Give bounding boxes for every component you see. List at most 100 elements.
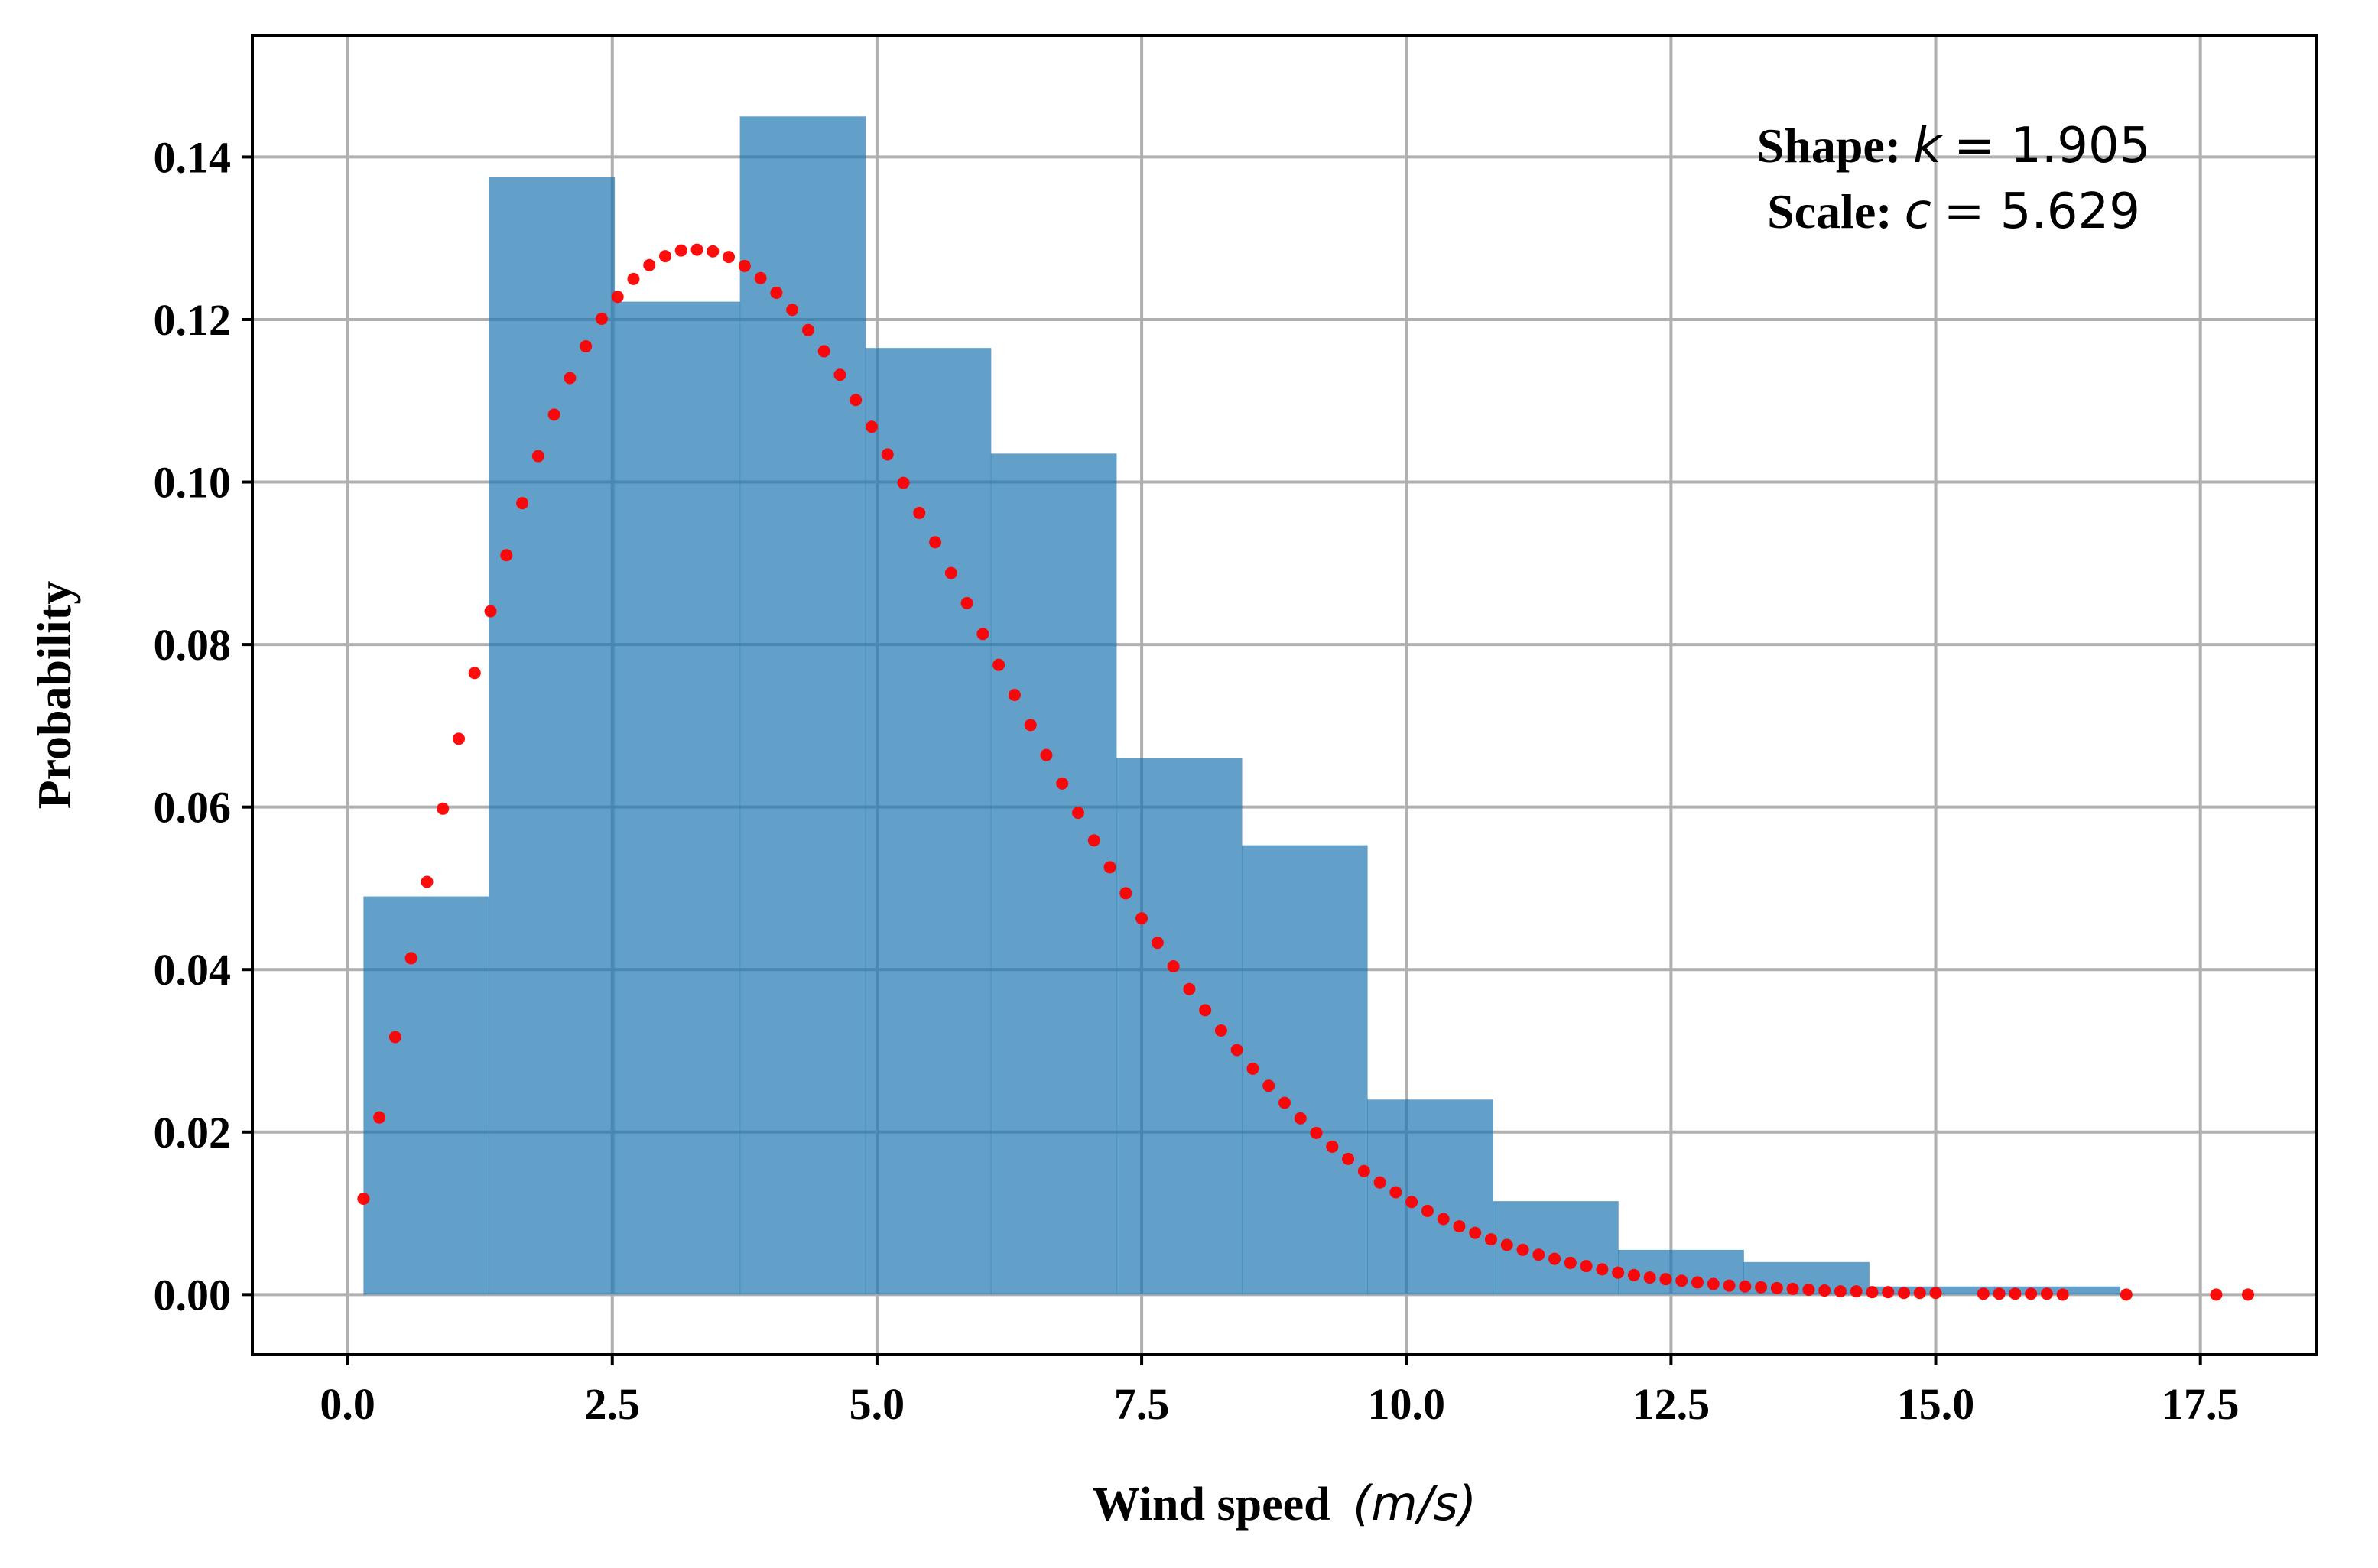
fit-point — [643, 258, 656, 271]
y-tick-label: 0.10 — [154, 458, 232, 508]
fit-point — [564, 372, 577, 385]
fit-point — [1342, 1152, 1355, 1165]
fit-point — [1278, 1096, 1291, 1109]
fit-point — [786, 304, 799, 317]
fit-point — [1326, 1140, 1339, 1153]
fit-point — [404, 952, 417, 965]
fit-point — [1612, 1266, 1625, 1279]
fit-point — [1151, 937, 1164, 950]
fit-point — [2242, 1288, 2254, 1301]
x-tick-label: 10.0 — [1367, 1379, 1445, 1429]
fit-point — [1230, 1044, 1243, 1057]
fit-point — [1119, 887, 1132, 900]
fit-point — [421, 875, 434, 888]
fit-point — [833, 368, 846, 381]
fit-point — [1977, 1287, 1990, 1300]
fit-point — [1627, 1268, 1640, 1281]
fit-point — [1246, 1062, 1259, 1075]
fit-point — [1500, 1238, 1513, 1251]
fit-point — [500, 549, 513, 562]
histogram-bars — [363, 116, 2121, 1295]
fit-point — [1199, 1004, 1212, 1017]
fit-point — [754, 271, 767, 284]
fit-point — [817, 345, 830, 358]
y-tick-label: 0.02 — [154, 1108, 232, 1157]
x-tick-label: 12.5 — [1632, 1379, 1710, 1429]
x-tick-label: 17.5 — [2162, 1379, 2240, 1429]
fit-point — [1866, 1286, 1879, 1299]
fit-point — [1596, 1263, 1609, 1276]
fit-point — [707, 245, 720, 258]
fit-point — [674, 244, 687, 257]
histogram-bar — [1994, 1286, 2121, 1295]
fit-point — [1834, 1285, 1847, 1298]
scale-value: = 5.629 — [1944, 183, 2140, 240]
x-tick-label: 2.5 — [585, 1379, 641, 1429]
fit-point — [1739, 1280, 1752, 1293]
fit-point — [1659, 1273, 1672, 1286]
fit-point — [1993, 1287, 2006, 1300]
x-tick-label: 5.0 — [850, 1379, 905, 1429]
fit-point — [929, 536, 942, 549]
fit-parameters-annotation: Shape: k = 1.905 Scale: c = 5.629 — [1757, 118, 2151, 240]
fit-point — [992, 658, 1005, 671]
fit-point — [976, 628, 989, 641]
fit-point — [1453, 1220, 1466, 1233]
fit-point — [611, 291, 624, 304]
fit-point — [1024, 719, 1037, 732]
fit-point — [580, 340, 593, 353]
fit-point — [690, 243, 703, 256]
scale-parameter-text: Scale: c = 5.629 — [1767, 183, 2140, 240]
histogram-bar — [1493, 1201, 1619, 1295]
fit-point — [1421, 1204, 1434, 1217]
y-tick-label: 0.14 — [154, 132, 232, 182]
fit-point — [723, 251, 736, 264]
fit-point — [738, 259, 751, 272]
fit-point — [437, 802, 450, 815]
histogram-bar — [990, 453, 1117, 1295]
fit-point — [1691, 1276, 1704, 1289]
fit-point — [1087, 834, 1100, 847]
fit-point — [1882, 1286, 1895, 1299]
fit-point — [801, 323, 814, 336]
scale-symbol: c — [1905, 183, 1931, 240]
fit-point — [881, 448, 894, 461]
fit-point — [866, 420, 878, 433]
fit-point — [1929, 1287, 1942, 1300]
fit-point — [2210, 1288, 2223, 1301]
fit-point — [960, 596, 973, 609]
fit-point — [1770, 1281, 1783, 1294]
fit-point — [2040, 1287, 2053, 1300]
fit-point — [547, 408, 560, 421]
fit-point — [1437, 1213, 1450, 1226]
x-axis-label: Wind speed (m/s) — [1093, 1475, 1477, 1531]
fit-point — [1564, 1256, 1577, 1269]
fit-point — [659, 250, 671, 263]
fit-point — [1405, 1196, 1418, 1209]
fit-point — [2120, 1288, 2133, 1301]
histogram-bar — [1241, 845, 1368, 1295]
fit-point — [453, 732, 465, 745]
fit-point — [1357, 1164, 1370, 1177]
fit-point — [1469, 1226, 1482, 1239]
fit-point — [1135, 912, 1148, 925]
fit-point — [1707, 1277, 1720, 1290]
fit-point — [1548, 1252, 1561, 1265]
fit-point — [1262, 1079, 1275, 1092]
fit-point — [1294, 1112, 1307, 1125]
fit-point — [388, 1031, 401, 1044]
fit-point — [2056, 1288, 2069, 1301]
fit-point — [1643, 1271, 1656, 1284]
x-tick-label: 15.0 — [1897, 1379, 1975, 1429]
fit-point — [1818, 1284, 1831, 1297]
fit-point — [484, 605, 497, 618]
fit-point — [1310, 1126, 1323, 1139]
fit-point — [516, 497, 529, 510]
axes-frame — [251, 34, 2318, 1356]
fit-point — [1485, 1233, 1497, 1246]
fit-point — [1072, 807, 1084, 820]
fit-point — [1580, 1260, 1593, 1273]
fit-point — [627, 272, 640, 285]
fit-point — [1389, 1186, 1402, 1199]
